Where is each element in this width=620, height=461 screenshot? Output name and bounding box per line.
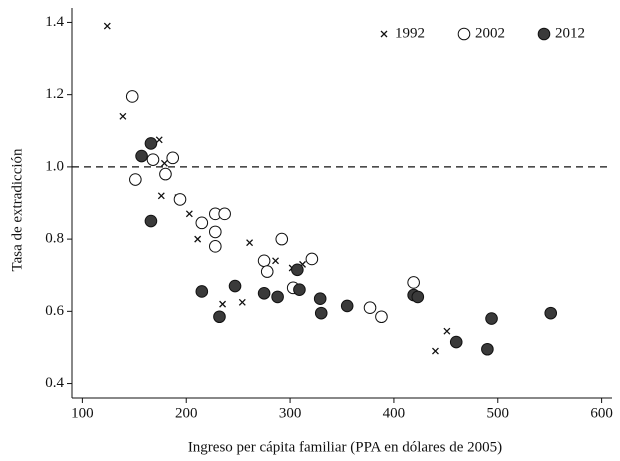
x-axis-label: Ingreso per cápita familiar (PPA en dóla…: [188, 439, 502, 455]
point: [313, 292, 327, 305]
point: [144, 137, 158, 150]
point: [407, 276, 420, 289]
y-tick-label: 1.4: [45, 14, 64, 30]
point: [544, 306, 558, 320]
point: [275, 232, 289, 246]
point: [185, 210, 193, 218]
y-tick-label: 1.2: [45, 86, 64, 102]
point: [194, 235, 202, 243]
point: [160, 159, 168, 167]
point: [443, 327, 451, 335]
point: [305, 252, 319, 266]
point: [340, 299, 354, 313]
point: [173, 193, 187, 206]
point: [363, 301, 377, 315]
point: [144, 214, 158, 228]
point: [228, 279, 242, 293]
point: [432, 347, 439, 355]
legend-label: 2002: [475, 25, 505, 41]
point: [375, 310, 388, 324]
y-tick-label: 0.6: [45, 303, 64, 319]
point: [209, 240, 222, 253]
legend-marker: [457, 27, 471, 41]
point: [135, 149, 148, 163]
point: [103, 22, 111, 30]
x-tick-label: 300: [279, 405, 302, 421]
point: [209, 225, 222, 239]
x-tick-label: 100: [71, 405, 94, 421]
point: [157, 192, 165, 200]
point: [238, 298, 246, 306]
point: [272, 257, 279, 265]
legend-label: 1992: [395, 25, 425, 41]
legend-marker: [537, 27, 551, 41]
y-tick-label: 1.0: [45, 158, 64, 174]
x-tick-label: 600: [590, 405, 613, 421]
point: [218, 207, 231, 221]
point: [119, 112, 127, 120]
y-tick-label: 0.8: [45, 231, 64, 247]
legend-marker: [380, 30, 388, 38]
point: [155, 136, 163, 144]
point: [166, 151, 180, 165]
point: [485, 312, 498, 325]
point: [411, 290, 425, 304]
point: [195, 285, 209, 298]
point: [293, 283, 306, 296]
point: [195, 216, 209, 230]
point: [146, 153, 160, 166]
y-axis-label: Tasa de extradicción: [9, 148, 25, 272]
y-tick-label: 0.4: [45, 375, 64, 391]
x-tick-label: 200: [175, 405, 198, 421]
point: [271, 290, 284, 304]
point: [291, 263, 304, 277]
point: [257, 286, 271, 300]
x-tick-label: 500: [487, 405, 510, 421]
point: [260, 265, 274, 278]
point: [257, 254, 271, 268]
point: [219, 300, 227, 308]
point: [246, 239, 254, 247]
point: [159, 167, 172, 181]
point: [449, 335, 463, 349]
legend-label: 2012: [555, 25, 585, 41]
x-tick-label: 400: [383, 405, 406, 421]
point: [213, 310, 226, 324]
point: [314, 306, 328, 320]
point: [125, 90, 139, 103]
point: [129, 173, 142, 186]
point: [481, 342, 494, 356]
